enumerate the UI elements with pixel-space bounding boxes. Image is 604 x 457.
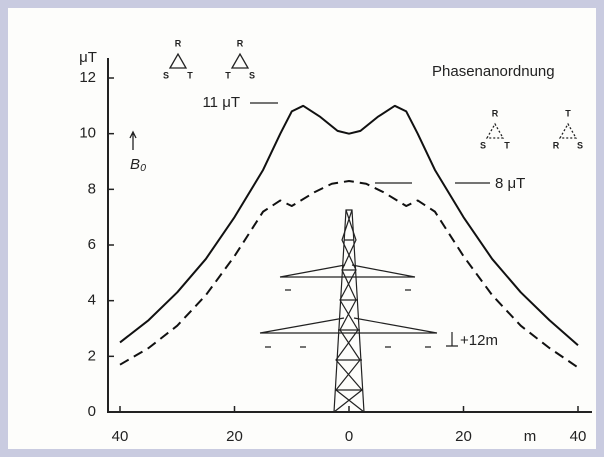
x-tick-label: 40: [112, 428, 129, 445]
y-tick-label: 8: [88, 180, 96, 197]
x-tick-label: 20: [455, 428, 472, 445]
panel: [8, 8, 596, 449]
y-tick-label: 6: [88, 236, 96, 253]
y-tick-label: 2: [88, 347, 96, 364]
x-tick-label: 40: [570, 428, 587, 445]
x-axis-label: m: [524, 428, 537, 445]
y-tick-label: 4: [88, 292, 96, 309]
phase-label: S: [163, 70, 169, 80]
annotation: 8 μT: [495, 175, 525, 192]
phase-label: T: [187, 70, 193, 80]
phase-label: S: [480, 140, 486, 150]
phase-icons: [129, 52, 578, 184]
annotation: Phasenanordnung: [432, 63, 555, 80]
phase-label: T: [504, 140, 510, 150]
y-tick-label: 12: [79, 69, 96, 86]
series-line: [119, 179, 579, 369]
series-line: [119, 104, 579, 346]
annotation: B₀: [130, 156, 146, 173]
phase-label: T: [565, 108, 571, 118]
x-tick-label: 20: [226, 428, 243, 445]
y-tick-label: 0: [88, 403, 96, 420]
phase-label: R: [492, 108, 499, 118]
annotation: 11 μT: [202, 94, 240, 111]
phase-label: R: [175, 38, 182, 48]
annotation: +12m: [460, 332, 498, 349]
phase-label: S: [249, 70, 255, 80]
x-tick-label: 0: [345, 428, 353, 445]
phase-label: R: [237, 38, 244, 48]
phase-label: T: [225, 70, 231, 80]
y-axis-label: μT: [79, 49, 97, 66]
y-tick-label: 10: [79, 125, 96, 142]
phase-label: S: [577, 140, 583, 150]
tower: [259, 209, 458, 413]
phase-label: R: [553, 140, 560, 150]
